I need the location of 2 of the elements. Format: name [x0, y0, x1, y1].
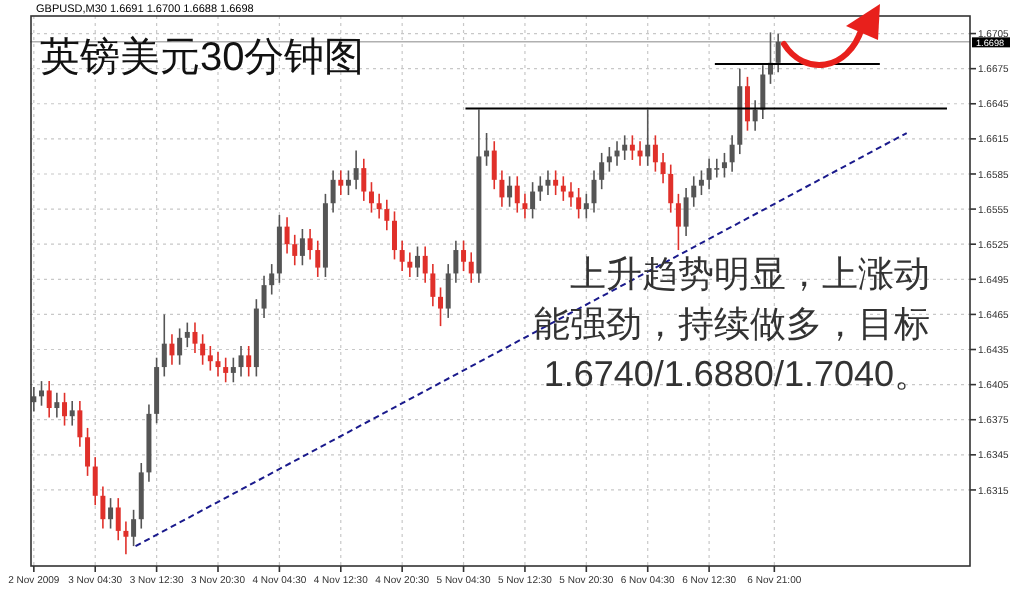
text: 英镑美元30分钟图	[40, 34, 365, 80]
annotation: 上升趋势明显，上涨动能强劲，持续做多，目标1.6740/1.6880/1.7040。	[534, 254, 930, 394]
